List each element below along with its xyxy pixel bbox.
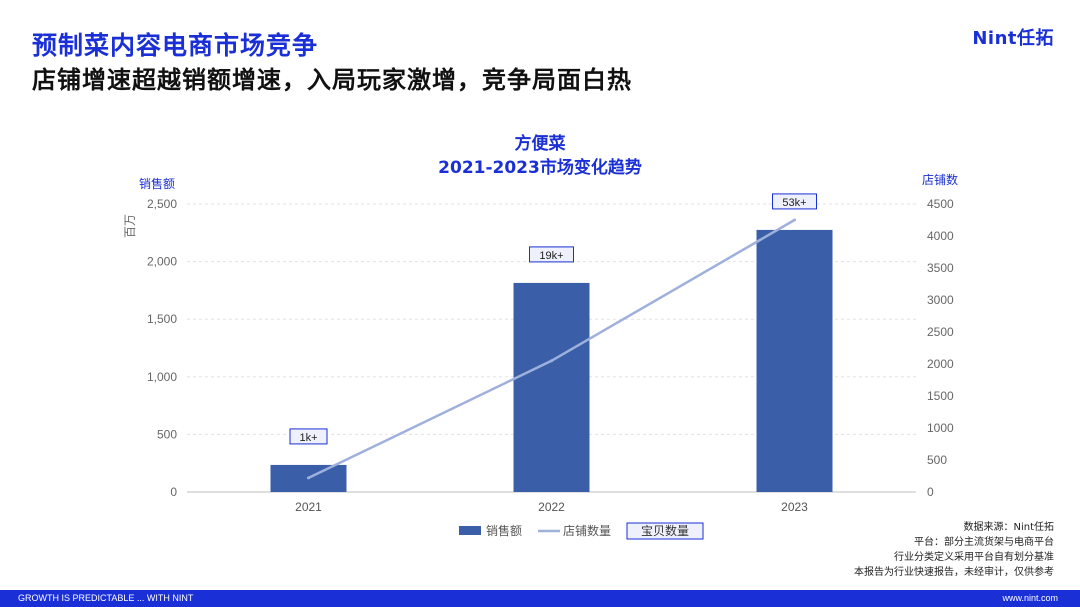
right-tick-label: 3000 (927, 293, 954, 307)
right-tick-label: 2000 (927, 357, 954, 371)
left-tick-label: 2,500 (147, 197, 177, 211)
footer-url: www.nint.com (1002, 593, 1058, 603)
right-axis-label: 店铺数 (922, 172, 958, 187)
note-line: 数据来源：Nint任拓 (963, 522, 1054, 533)
source-notes: 数据来源：Nint任拓 平台：部分主流货架与电商平台 行业分类定义采用平台自有划… (854, 520, 1054, 580)
note-line: 行业分类定义采用平台自有划分基准 (894, 552, 1054, 563)
bar (513, 282, 590, 492)
right-tick-label: 1500 (927, 389, 954, 403)
page-subtitle: 店铺增速超越销额增速，入局玩家激增，竞争局面白热 (32, 66, 632, 94)
x-tick-label: 2023 (781, 500, 808, 514)
legend-label: 销售额 (486, 523, 522, 538)
right-tick-label: 3500 (927, 261, 954, 275)
right-tick-label: 4500 (927, 197, 954, 211)
brand-logo: Nint任拓 (972, 28, 1054, 49)
legend-label: 宝贝数量 (641, 523, 689, 538)
line-point (307, 476, 310, 480)
left-tick-label: 1,500 (147, 312, 177, 326)
legend-swatch-bar (459, 526, 481, 535)
legend-label: 店铺数量 (563, 523, 611, 538)
left-tick-label: 2,000 (147, 255, 177, 269)
annotation-box (772, 193, 817, 210)
annotation-label: 53k+ (782, 197, 806, 209)
line-point (550, 359, 553, 363)
annotation-box (529, 246, 574, 263)
left-axis-unit: 百万 (123, 214, 137, 238)
x-tick-label: 2021 (295, 500, 322, 514)
right-tick-label: 4000 (927, 229, 954, 243)
x-tick-label: 2022 (538, 500, 565, 514)
left-tick-label: 500 (157, 427, 177, 441)
note-line: 平台：部分主流货架与电商平台 (914, 537, 1054, 548)
footer-slogan: GROWTH IS PREDICTABLE ... WITH NINT (18, 593, 194, 603)
annotation-label: 19k+ (539, 250, 563, 262)
right-tick-label: 0 (927, 485, 934, 499)
right-tick-label: 1000 (927, 421, 954, 435)
footer-bar: GROWTH IS PREDICTABLE ... WITH NINT www.… (0, 590, 1080, 607)
annotation-box (289, 428, 328, 445)
chart-title-line1: 方便菜 (514, 134, 566, 154)
right-tick-label: 2500 (927, 325, 954, 339)
bar (756, 229, 833, 493)
annotation-label: 1k+ (299, 432, 317, 444)
note-line: 本报告为行业快速报告，未经审计，仅供参考 (854, 567, 1054, 578)
page-title: 预制菜内容电商市场竞争 (32, 31, 319, 60)
chart-title-line2: 2021-2023市场变化趋势 (438, 158, 642, 178)
line-point (793, 218, 796, 222)
chart-title: 方便菜 2021-2023市场变化趋势 (0, 132, 1080, 180)
left-axis-label: 销售额 (139, 176, 175, 191)
left-tick-label: 0 (170, 485, 177, 499)
left-tick-label: 1,000 (147, 370, 177, 384)
right-tick-label: 500 (927, 453, 947, 467)
combo-chart: 0 500 1,000 1,500 2,000 2,500 0 500 1000 1500 2000… (123, 172, 958, 540)
legend-swatch-annotation (626, 522, 704, 540)
